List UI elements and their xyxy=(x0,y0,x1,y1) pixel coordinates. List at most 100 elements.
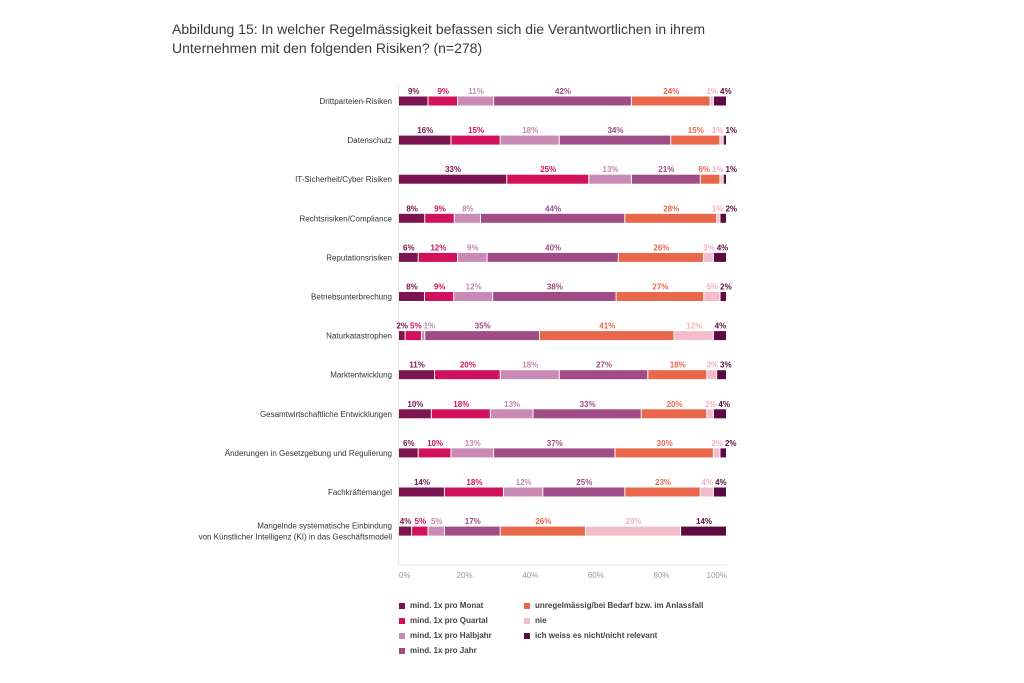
x-tick-label: 80% xyxy=(653,571,669,580)
legend-swatch xyxy=(399,647,405,654)
bar-segment xyxy=(589,174,631,184)
data-label: 30% xyxy=(657,439,673,448)
legend-swatch xyxy=(524,632,530,639)
bar-segment xyxy=(700,174,720,184)
bar-segment xyxy=(399,174,507,184)
data-label: 29% xyxy=(626,517,642,526)
legend-swatch xyxy=(399,617,405,624)
category-label: Fachkräftemangel xyxy=(328,488,392,497)
bar-segment xyxy=(399,96,428,106)
data-label: 27% xyxy=(652,283,668,292)
category-label: Datenschutz xyxy=(348,136,392,145)
legend-label: mind. 1x pro Monat xyxy=(410,601,484,610)
bar-segment xyxy=(500,135,559,145)
data-label: 1% xyxy=(706,87,718,96)
data-label: 12% xyxy=(430,243,446,252)
data-label: 33% xyxy=(445,165,461,174)
data-label: 1% xyxy=(712,204,724,213)
data-label: 26% xyxy=(535,517,551,526)
data-label: 4% xyxy=(715,478,727,487)
bar-segment xyxy=(431,409,490,419)
legend-item: mind. 1x pro Jahr xyxy=(399,646,477,655)
bar-segment xyxy=(720,135,723,145)
x-tick-label: 60% xyxy=(588,571,604,580)
bar-segment xyxy=(503,487,543,497)
bar-segment xyxy=(671,135,720,145)
bar-segment xyxy=(585,526,681,536)
data-label: 2% xyxy=(705,400,717,409)
bar-segment xyxy=(444,487,503,497)
data-label: 1% xyxy=(712,126,724,135)
bar-segment xyxy=(418,448,451,458)
bar-segment xyxy=(399,252,418,262)
legend-item: unregelmässig/bei Bedarf bzw. im Anlassf… xyxy=(524,601,703,610)
bar-segment xyxy=(625,487,700,497)
bar-segment xyxy=(720,174,723,184)
data-label: 33% xyxy=(580,400,596,409)
bar-segment xyxy=(451,448,494,458)
bar-segment xyxy=(500,526,585,536)
data-label: 14% xyxy=(696,517,712,526)
bar-segment xyxy=(723,174,726,184)
data-label: 20% xyxy=(460,361,476,370)
data-label: 9% xyxy=(408,87,420,96)
bar-segment xyxy=(559,370,648,380)
data-label: 26% xyxy=(653,243,669,252)
bar-segment xyxy=(713,252,726,262)
data-label: 16% xyxy=(417,126,433,135)
bar-segment xyxy=(720,292,726,301)
bar-segment xyxy=(424,292,454,301)
data-label: 25% xyxy=(540,165,556,174)
category-label: Rechtsrisiken/Compliance xyxy=(300,214,393,223)
data-label: 5% xyxy=(410,322,422,331)
data-label: 12% xyxy=(686,322,702,331)
bar-segment xyxy=(720,213,726,223)
x-tick-label: 100% xyxy=(707,571,727,580)
data-label: 11% xyxy=(468,87,484,96)
data-label: 10% xyxy=(427,439,443,448)
data-label: 15% xyxy=(688,126,704,135)
data-label: 27% xyxy=(596,361,612,370)
data-label: 42% xyxy=(555,87,571,96)
category-label: Gesamtwirtschaftliche Entwicklungen xyxy=(260,410,392,419)
bar-segment xyxy=(399,409,431,419)
data-label: 23% xyxy=(655,478,671,487)
bar-segment xyxy=(681,526,726,536)
bar-segment xyxy=(405,331,421,341)
data-label: 18% xyxy=(453,400,469,409)
bar-segment xyxy=(713,409,726,419)
bar-segment xyxy=(425,213,454,223)
data-label: 13% xyxy=(465,439,481,448)
bar-segment xyxy=(412,526,428,536)
legend-item: mind. 1x pro Monat xyxy=(399,601,483,610)
bar-segment xyxy=(717,213,720,223)
bar-segment xyxy=(700,487,713,497)
x-tick-label: 40% xyxy=(522,571,538,580)
bar-segment xyxy=(648,370,707,380)
data-label: 17% xyxy=(465,517,481,526)
data-label: 41% xyxy=(599,322,615,331)
bar-segment xyxy=(713,331,726,341)
bar-segment xyxy=(425,331,540,341)
bar-segment xyxy=(399,448,418,458)
bar-segment xyxy=(399,292,424,301)
data-label: 5% xyxy=(431,517,443,526)
chart-title: Abbildung 15: In welcher Regelmässigkeit… xyxy=(172,21,706,56)
category-label: Betriebsunterbrechung xyxy=(311,293,392,302)
data-label: 9% xyxy=(434,283,446,292)
bar-segment xyxy=(487,252,618,262)
data-label: 4% xyxy=(702,478,714,487)
legend-label: mind. 1x pro Halbjahr xyxy=(410,631,492,640)
bar-segment xyxy=(494,448,615,458)
data-label: 4% xyxy=(718,400,730,409)
bar-segment xyxy=(435,370,500,380)
data-label: 1% xyxy=(725,165,737,174)
data-label: 1% xyxy=(424,322,436,331)
bar-segment xyxy=(399,331,405,341)
data-label: 3% xyxy=(703,243,715,252)
legend-label: unregelmässig/bei Bedarf bzw. im Anlassf… xyxy=(535,601,704,610)
data-label: 1% xyxy=(712,165,724,174)
bar-segment xyxy=(493,292,616,301)
bar-segment xyxy=(717,370,726,380)
